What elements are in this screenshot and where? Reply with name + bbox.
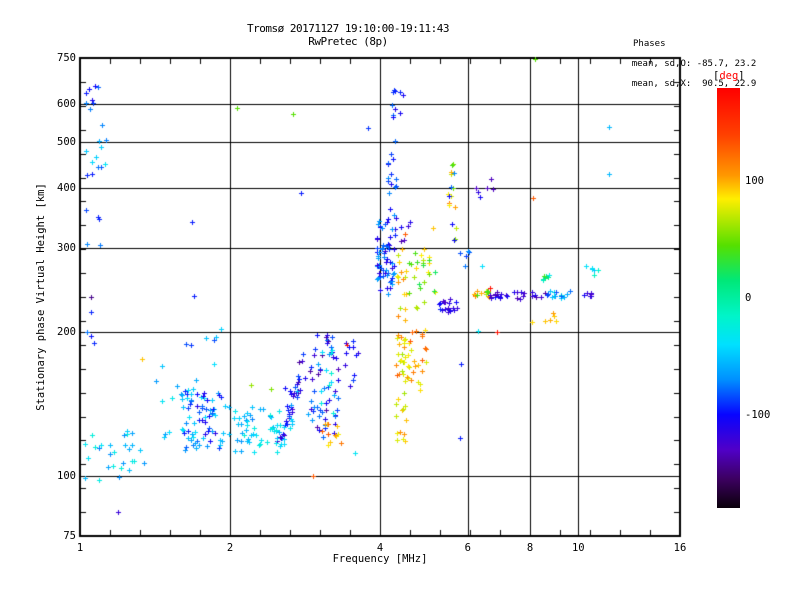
phase-stats-block: Phases mean, sd,O: -85.7, 23.2 mean, sd,… <box>610 19 757 99</box>
colorbar-gradient <box>717 88 740 508</box>
y-tick-label: 75 <box>63 530 76 542</box>
x-axis-title: Frequency [MHz] <box>332 553 428 565</box>
phase-mean-sd-o: mean, sd,O: -85.7, 23.2 <box>631 59 757 69</box>
phase-mean-sd-x: mean, sd,X: 90.5, 22.9 <box>631 79 757 89</box>
x-tick-label: 2 <box>226 542 234 554</box>
plot-title: Tromsø 20171127 19:10:00-19:11:43 <box>246 22 450 35</box>
y-axis-title: Stationary phase Virtual Height [km] <box>35 183 47 411</box>
y-tick-label: 500 <box>57 136 76 149</box>
colorbar-unit-label: [deg] <box>713 70 745 82</box>
y-tick-label: 200 <box>57 326 76 339</box>
x-tick-label: 4 <box>376 542 384 554</box>
x-tick-label: 16 <box>673 542 687 554</box>
plot-subtitle: RwPretec (8p) <box>308 35 388 48</box>
y-tick-label: 100 <box>57 470 76 483</box>
y-tick-label: 400 <box>57 182 76 195</box>
colorbar-tick-label: 0 <box>745 292 752 304</box>
x-tick-label: 1 <box>76 542 84 554</box>
x-tick-label: 10 <box>571 542 585 554</box>
y-tick-label: 750 <box>57 52 76 64</box>
y-tick-label: 300 <box>57 242 76 255</box>
colorbar-tick-label: -100 <box>745 408 771 421</box>
colorbar-unit-close: ] <box>738 70 745 82</box>
plot-title-block: Tromsø 20171127 19:10:00-19:11:43 RwPret… <box>48 22 648 48</box>
x-tick-label: 6 <box>464 542 471 554</box>
colorbar-unit-text: deg <box>719 70 739 82</box>
y-tick-label: 600 <box>57 98 76 111</box>
colorbar-unit-open: [ <box>713 70 720 82</box>
phase-stats-header: Phases <box>633 39 666 49</box>
colorbar-tick-label: 100 <box>745 175 764 188</box>
x-tick-label: 8 <box>526 542 534 554</box>
